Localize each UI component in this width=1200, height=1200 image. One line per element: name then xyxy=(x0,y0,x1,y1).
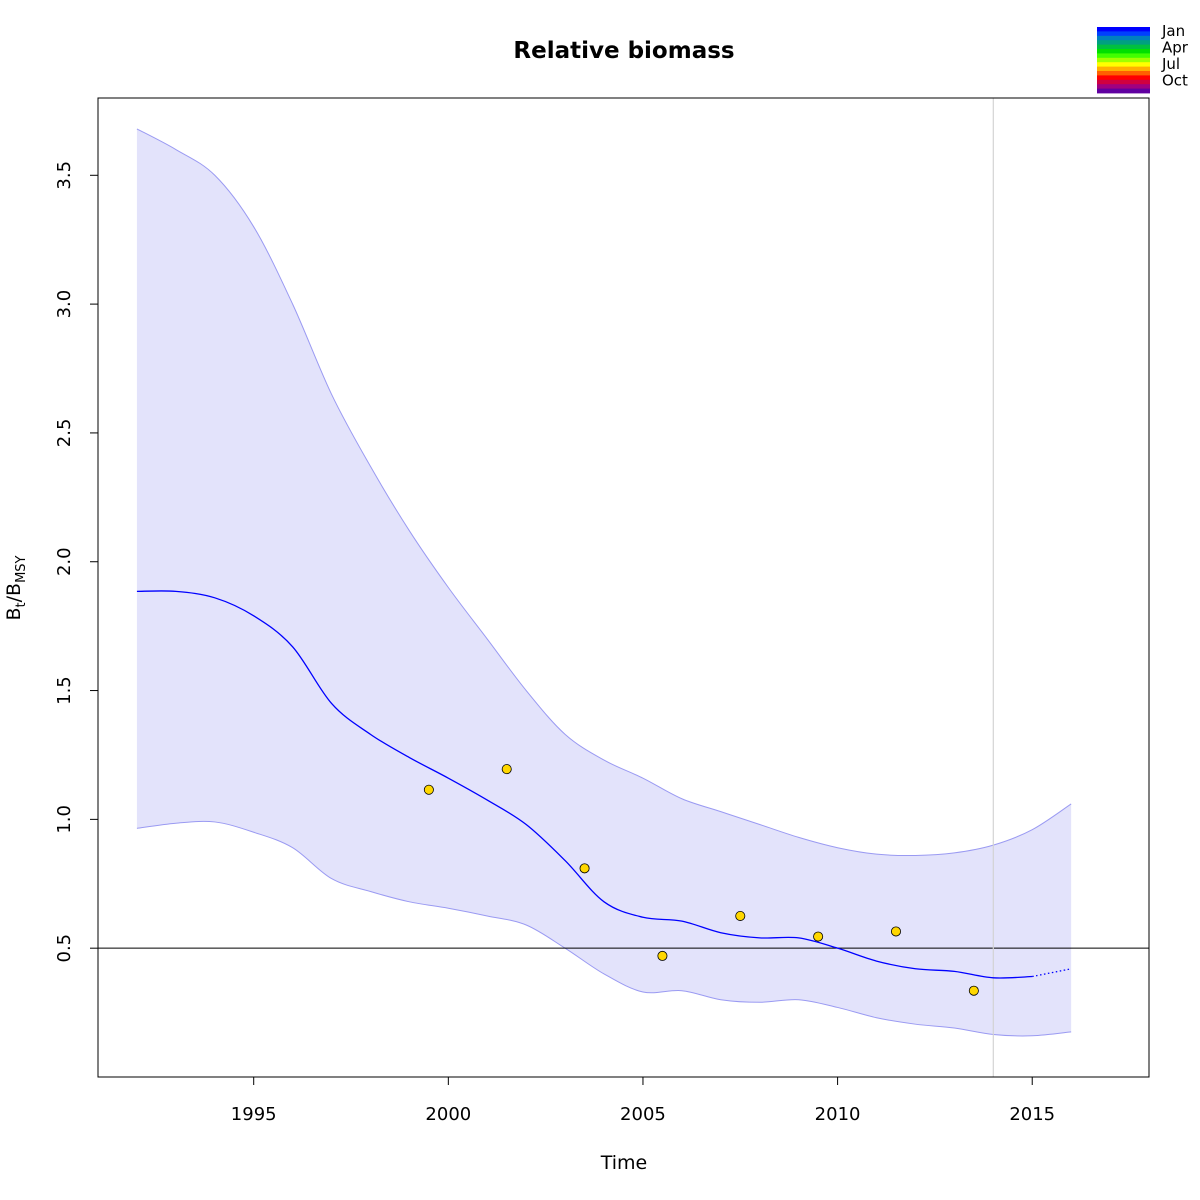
legend-label: Oct xyxy=(1162,72,1188,90)
confidence-band-layer xyxy=(136,128,1072,1037)
legend-swatch xyxy=(1097,27,1150,32)
legend-swatch xyxy=(1097,62,1150,67)
y-tick-label: 2.5 xyxy=(54,419,75,448)
y-tick-label: 1.5 xyxy=(54,676,75,705)
confidence-band-lower-edge xyxy=(136,820,1072,1037)
legend-color-bar xyxy=(1097,27,1150,94)
legend-label: Jan xyxy=(1161,22,1185,40)
observation-point xyxy=(813,931,824,942)
x-tick-label: 2005 xyxy=(620,1104,666,1125)
prediction-line xyxy=(1032,968,1072,978)
y-tick-label: 3.5 xyxy=(54,161,75,190)
legend-swatch xyxy=(1097,88,1150,94)
x-tick-label: 2015 xyxy=(1009,1104,1055,1125)
x-tick-label: 1995 xyxy=(231,1104,277,1125)
observation-point xyxy=(735,910,746,921)
observation-point xyxy=(968,985,979,996)
legend-swatch xyxy=(1097,79,1150,85)
legend-swatch xyxy=(1097,44,1150,50)
x-tick-label: 2000 xyxy=(425,1104,471,1125)
observation-point xyxy=(501,764,512,775)
legend-swatch xyxy=(1097,40,1150,45)
legend-swatch xyxy=(1097,75,1150,81)
legend-swatch xyxy=(1097,49,1150,54)
legend-swatch xyxy=(1097,71,1150,76)
estimate-line-layer xyxy=(136,590,1072,979)
legend-label: Jul xyxy=(1161,55,1180,73)
legend-swatch xyxy=(1097,57,1150,63)
legend-swatch xyxy=(1097,84,1150,89)
observation-point xyxy=(657,950,668,961)
legend-swatch xyxy=(1097,35,1150,41)
confidence-band xyxy=(136,128,1072,1036)
y-axis: 0.5 1.0 1.5 2.0 2.5 3.0 3.5 xyxy=(54,161,98,963)
legend-swatch xyxy=(1097,53,1150,59)
y-tick-label: 0.5 xyxy=(54,934,75,963)
observation-point xyxy=(579,863,590,874)
observation-point xyxy=(890,926,901,937)
legend-swatch xyxy=(1097,66,1150,72)
chart-title: Relative biomass xyxy=(513,38,734,64)
estimate-line xyxy=(136,590,1033,979)
reference-lines-layer xyxy=(98,98,1149,1077)
legend-label: Apr xyxy=(1162,39,1189,57)
x-axis: 1995 2000 2005 2010 2015 xyxy=(231,1077,1055,1125)
plot-area-border xyxy=(97,97,1150,1078)
x-axis-label: Time xyxy=(600,1152,648,1174)
legend-swatch xyxy=(1097,31,1150,37)
x-tick-label: 2010 xyxy=(815,1104,861,1125)
y-tick-label: 1.0 xyxy=(54,805,75,834)
y-tick-label: 3.0 xyxy=(54,290,75,319)
y-axis-label: Bt/BMSY xyxy=(3,555,29,620)
y-tick-label: 2.0 xyxy=(54,547,75,576)
observation-points-layer xyxy=(423,764,979,996)
confidence-band-upper-edge xyxy=(136,128,1072,857)
observation-point xyxy=(423,784,434,795)
